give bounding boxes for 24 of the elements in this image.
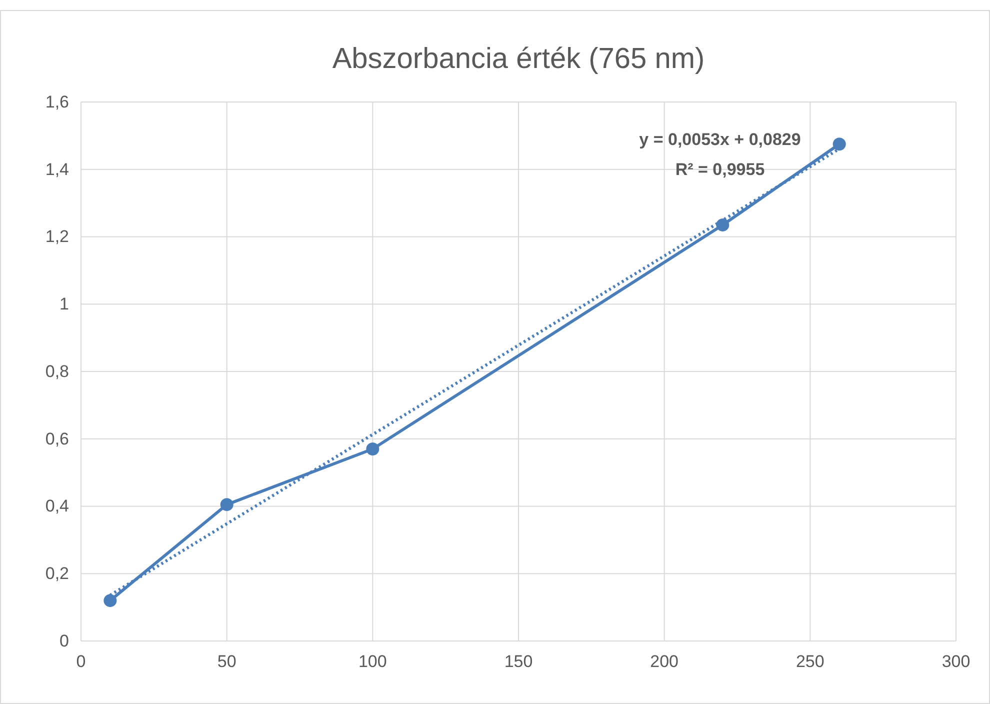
y-tick-label: 1 — [60, 294, 69, 314]
x-tick-label: 50 — [217, 652, 236, 672]
chart-title: Abszorbancia érték (765 nm) — [332, 43, 705, 75]
point — [366, 442, 380, 456]
y-tick-label: 1,6 — [45, 92, 69, 112]
y-tick-label: 0,8 — [45, 362, 69, 381]
point — [832, 138, 846, 151]
annotation: y = 0,0053x + 0,0829 — [639, 130, 801, 149]
point — [220, 498, 234, 512]
y-tick-label: 0,6 — [45, 429, 69, 448]
y-tick-label: 1,2 — [45, 227, 69, 246]
y-tick-label: 0,2 — [45, 564, 69, 584]
x-tick-label: 200 — [650, 652, 679, 672]
x-tick-label: 150 — [504, 652, 533, 672]
y-tick-label: 1,4 — [45, 160, 69, 179]
x-tick-label: 0 — [76, 652, 86, 672]
point — [716, 218, 730, 232]
x-tick-label: 100 — [358, 652, 387, 672]
x-tick-label: 250 — [796, 652, 824, 672]
point — [104, 594, 117, 608]
y-tick-label: 0,4 — [45, 496, 69, 516]
x-tick-label: 300 — [942, 652, 970, 672]
annotation: R² = 0,9955 — [675, 160, 765, 179]
y-tick-label: 0 — [60, 631, 69, 650]
